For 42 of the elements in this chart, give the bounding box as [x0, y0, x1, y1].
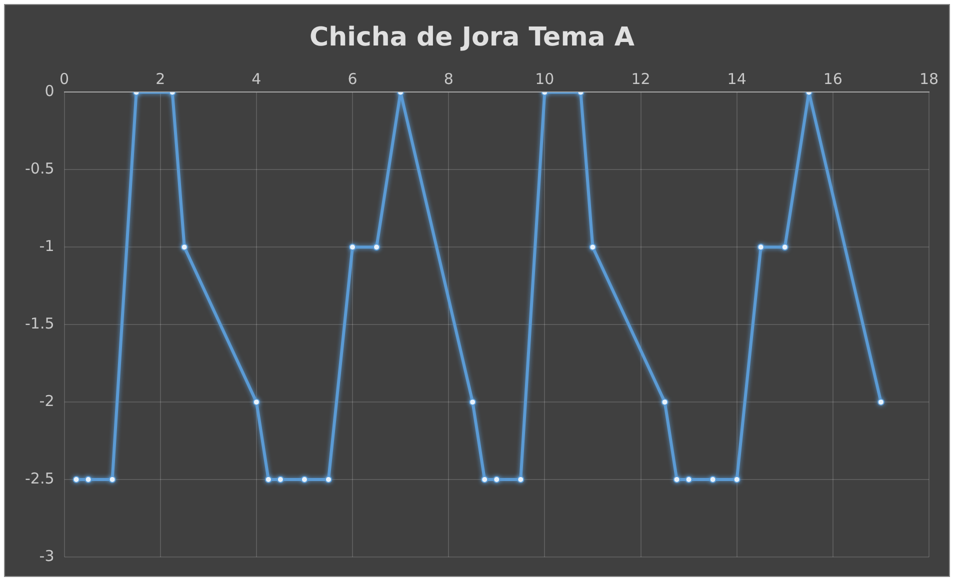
x-tick-label: 0: [59, 70, 70, 88]
point: [264, 476, 272, 484]
point: [108, 476, 116, 484]
point: [673, 476, 680, 484]
x-tick-label: 18: [919, 70, 939, 88]
point: [781, 244, 788, 251]
point: [661, 398, 668, 406]
x-tick-label: 12: [631, 70, 650, 88]
point: [349, 244, 356, 251]
y-tick-label: -0.5: [24, 160, 54, 178]
x-tick-label: 4: [252, 70, 262, 88]
point: [300, 476, 308, 484]
point: [493, 476, 500, 484]
y-tick-label: -3: [39, 546, 54, 565]
point: [481, 476, 488, 484]
point: [252, 398, 260, 406]
y-tick-label: -2: [39, 392, 54, 410]
point: [517, 476, 524, 484]
y-tick-label: -1.5: [24, 314, 54, 332]
point: [877, 398, 884, 406]
point: [373, 244, 380, 251]
point: [589, 244, 596, 251]
point: [733, 476, 740, 484]
x-tick-label: 6: [348, 70, 358, 88]
y-tick-label: -2.5: [24, 469, 54, 488]
x-tick-label: 14: [727, 70, 746, 88]
x-tick-label: 8: [444, 70, 454, 88]
x-tick-label: 2: [156, 70, 166, 88]
x-tick-label: 10: [535, 70, 554, 88]
point: [324, 476, 332, 484]
point: [685, 476, 692, 484]
y-tick-label: -1: [39, 237, 54, 256]
point: [757, 244, 764, 251]
y-tick-label: 0: [44, 82, 54, 100]
point: [72, 476, 80, 484]
point: [180, 244, 188, 251]
point: [84, 476, 92, 484]
point: [469, 398, 476, 406]
x-tick-label: 16: [823, 70, 842, 88]
chart-title: Chicha de Jora Tema A: [310, 22, 634, 52]
point: [276, 476, 284, 484]
point: [709, 476, 716, 484]
